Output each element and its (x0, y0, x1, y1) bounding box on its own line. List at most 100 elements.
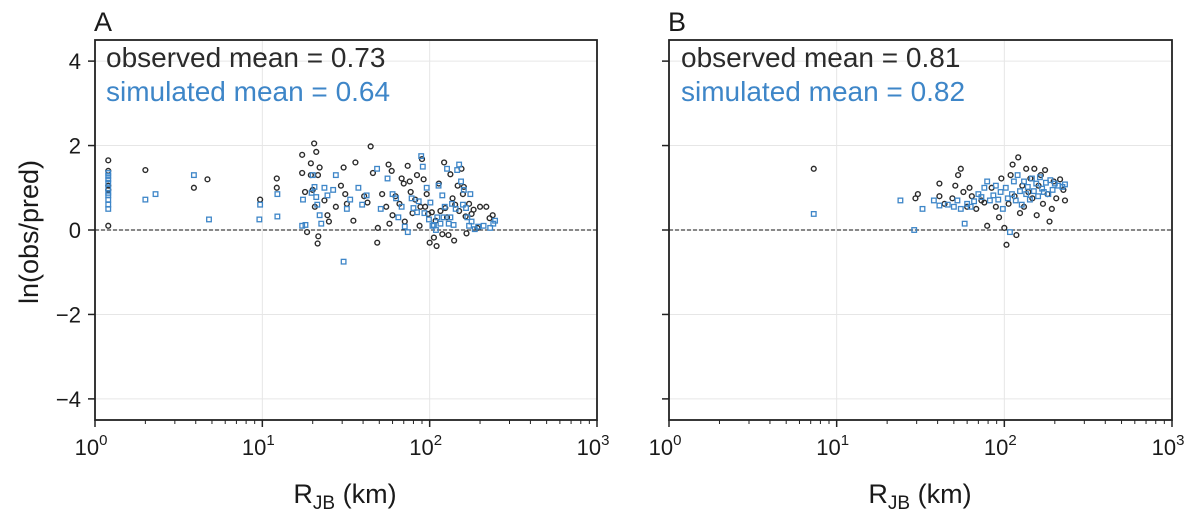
observed-point (369, 169, 377, 177)
observed-point (914, 191, 921, 198)
simulated-point (309, 172, 316, 179)
observed-point (407, 188, 414, 196)
x-tick-label: 100 (649, 432, 682, 460)
simulated-point (274, 191, 281, 198)
observed-point (1001, 224, 1008, 231)
observed-point (257, 196, 264, 203)
simulated-point (984, 178, 991, 185)
x-tick-label: 100 (75, 432, 108, 460)
observed-point (964, 203, 971, 210)
simulated-point (393, 195, 400, 202)
observed-point (374, 239, 381, 246)
simulated-point (1002, 184, 1009, 191)
observed-point (332, 203, 339, 210)
panel-label-b: B (668, 7, 686, 37)
simulated-point (302, 221, 309, 228)
observed-point (428, 209, 435, 216)
simulated-point (957, 205, 964, 212)
observed-point (463, 230, 470, 237)
simulated-point (1010, 178, 1017, 185)
simulated-point (299, 222, 306, 229)
observed-point (337, 182, 345, 189)
simulated-point (1035, 193, 1042, 200)
simulated-point (995, 196, 1002, 203)
simulated-point (256, 216, 263, 223)
simulated-point (1021, 178, 1027, 185)
x-tick-label: 103 (577, 432, 610, 460)
simulated-point (389, 191, 396, 198)
observed-point (190, 184, 198, 191)
observed-point (973, 205, 980, 212)
x-tick-label: 103 (1152, 432, 1185, 460)
observed-point (430, 234, 438, 241)
simulated-point (300, 196, 306, 203)
simulated-point (1006, 229, 1013, 236)
x-axis-title-a: RJB (km) (293, 479, 396, 514)
simulated-point (142, 196, 149, 203)
observed-point (406, 178, 413, 185)
simulated-point (1030, 188, 1037, 195)
simulated-point (421, 210, 428, 217)
simulated-point (105, 170, 112, 176)
x-axis-title-b: RJB (km) (868, 479, 971, 514)
observed-point (388, 167, 395, 174)
simulated-point (447, 214, 454, 221)
simulated-point (999, 205, 1006, 212)
simulated-point (311, 183, 318, 190)
simulated-point (377, 205, 384, 212)
simulated-point (274, 213, 281, 220)
x-tick-label: 102 (409, 432, 442, 460)
simulated-point (415, 198, 422, 205)
observed-point (303, 229, 311, 236)
observed-point (374, 224, 381, 231)
simulated-point (190, 172, 197, 179)
simulated-point (332, 172, 339, 179)
simulated-point (1023, 191, 1030, 198)
observed-point (105, 222, 112, 229)
simulated-point (460, 186, 467, 193)
observed-point (315, 233, 322, 240)
simulated-point (467, 191, 474, 198)
simulated-point (468, 218, 475, 225)
observed-point (314, 172, 322, 179)
observed-point (404, 162, 411, 169)
observed-point (984, 222, 991, 229)
observed-point (401, 218, 408, 225)
observed-point (413, 172, 421, 179)
y-tick-label: −4 (56, 387, 81, 412)
observed-point (1015, 154, 1022, 161)
simulated-point (432, 227, 439, 233)
observed-point (313, 148, 320, 155)
simulated-point (954, 197, 961, 204)
observed-point (1046, 218, 1053, 225)
simulated-point (1062, 181, 1068, 188)
simulated-point (1026, 196, 1033, 203)
observed-point (439, 231, 446, 238)
simulated-point (1036, 174, 1043, 181)
observed-point (314, 240, 321, 247)
observed-point (398, 175, 405, 182)
observed-point (422, 203, 429, 210)
observed-point (299, 151, 306, 158)
simulated-point (427, 199, 434, 206)
simulated-point (408, 195, 415, 202)
simulated-point (257, 201, 264, 208)
simulated-point (1024, 183, 1031, 190)
observed-point (451, 237, 458, 244)
x-tick-label: 102 (984, 432, 1017, 460)
simulated-point (445, 220, 452, 227)
observed-point (957, 165, 964, 172)
observed-point (301, 188, 309, 196)
observed-point (445, 231, 452, 239)
observed-point (350, 217, 357, 224)
x-tick-label: 101 (816, 432, 849, 460)
observed-mean-label-a: observed mean = 0.73 (106, 42, 385, 73)
simulated-point (1014, 172, 1021, 179)
observed-point (385, 161, 392, 168)
simulated-point (459, 201, 466, 208)
y-tick-label: 0 (69, 218, 81, 243)
simulated-point (930, 197, 937, 204)
observed-point (476, 203, 484, 210)
simulated-point (1018, 201, 1025, 208)
simulated-point (492, 217, 499, 224)
